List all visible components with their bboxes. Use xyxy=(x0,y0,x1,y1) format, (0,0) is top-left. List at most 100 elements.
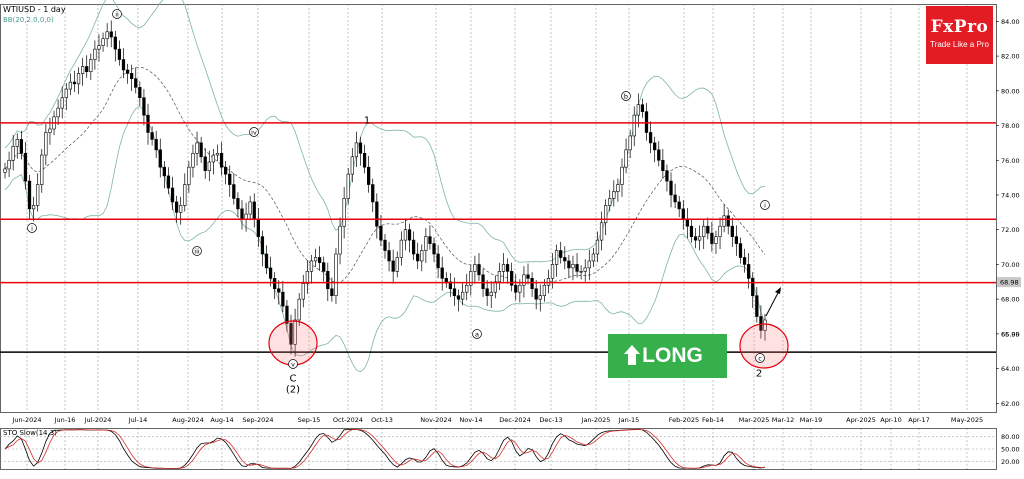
candle xyxy=(313,257,318,262)
x-tick-label: Oct-13 xyxy=(371,416,393,424)
x-tick-label: Dec-13 xyxy=(539,416,562,424)
candle xyxy=(109,31,113,38)
wave-label: ii xyxy=(115,11,119,19)
candle xyxy=(734,236,739,244)
wave-label: C xyxy=(290,374,297,385)
candle xyxy=(27,180,32,210)
candle xyxy=(473,264,477,272)
candle xyxy=(322,262,326,272)
candle xyxy=(579,271,583,273)
projection-arrowhead xyxy=(775,287,781,294)
candle xyxy=(11,146,15,161)
bb-lower-band xyxy=(4,105,766,373)
candle xyxy=(72,81,77,85)
wave-label: (2) xyxy=(286,385,300,396)
candle xyxy=(628,135,632,151)
candle xyxy=(297,298,301,321)
candle xyxy=(616,184,620,192)
candle xyxy=(644,111,649,133)
x-tick-label: Sep-15 xyxy=(298,416,321,424)
candle xyxy=(142,97,146,116)
candle xyxy=(751,278,755,296)
candle xyxy=(444,278,448,283)
candle xyxy=(7,159,11,170)
candle xyxy=(215,153,220,156)
candle xyxy=(301,283,305,300)
candle xyxy=(195,142,199,154)
candle xyxy=(554,250,559,265)
indicator-label: BB(20,2.0,0,0) xyxy=(3,16,54,24)
candles xyxy=(3,20,767,357)
candle xyxy=(350,156,354,175)
y-tick-label: 62.00 xyxy=(1001,400,1020,408)
candle xyxy=(559,250,563,258)
candle xyxy=(309,260,314,272)
candle xyxy=(538,295,542,300)
signal-label: LONG xyxy=(642,344,703,367)
x-tick-label: Feb-2025 xyxy=(669,416,699,424)
last-price-tag xyxy=(997,277,1021,288)
candle xyxy=(89,59,93,73)
x-tick-label: Nov-2024 xyxy=(420,416,451,424)
stochastic-panel: 80.00 50.00 20.00 xyxy=(0,428,1020,470)
x-tick-label: Apr-17 xyxy=(908,416,929,424)
candle xyxy=(416,253,420,262)
candle xyxy=(338,225,342,255)
candle xyxy=(526,274,530,279)
candle xyxy=(456,295,461,300)
candle xyxy=(542,284,546,296)
candle xyxy=(591,253,596,262)
candle xyxy=(612,191,616,199)
candle xyxy=(599,222,604,241)
candle xyxy=(174,201,179,213)
candle xyxy=(260,236,265,255)
candle xyxy=(371,184,375,203)
sto-tick-label: 50.00 xyxy=(1001,446,1020,454)
candle xyxy=(632,114,636,137)
wave-circle xyxy=(27,223,37,233)
candle xyxy=(636,104,640,116)
candle xyxy=(134,78,138,88)
candle xyxy=(330,288,334,296)
candle xyxy=(383,239,387,251)
candle xyxy=(571,264,575,269)
y-tick-label: 84.00 xyxy=(1001,18,1020,26)
long-signal-badge: LONG xyxy=(608,334,727,378)
y-tick-label: 70.00 xyxy=(1001,261,1020,269)
candle xyxy=(689,225,694,237)
candle xyxy=(657,149,661,161)
y-tick-label: 74.00 xyxy=(1001,191,1020,199)
candle xyxy=(277,288,281,293)
candle xyxy=(673,194,677,203)
candle xyxy=(604,205,608,224)
candle xyxy=(36,184,40,206)
candle xyxy=(608,198,612,206)
candle xyxy=(101,38,105,46)
candle xyxy=(514,284,518,293)
price-marker-label: 65.99 xyxy=(1001,331,1020,339)
candle xyxy=(113,36,117,50)
candle xyxy=(411,239,416,255)
candle xyxy=(97,45,101,50)
x-tick-label: Jul-14 xyxy=(128,416,147,424)
candle xyxy=(681,208,685,220)
candle xyxy=(317,257,322,263)
wave-circle xyxy=(192,246,202,256)
candle xyxy=(105,31,109,40)
x-tick-label: Apr-2025 xyxy=(846,416,876,424)
candle xyxy=(64,88,68,99)
candle xyxy=(391,260,395,272)
candle xyxy=(697,236,702,241)
y-tick-label: 64.00 xyxy=(1001,365,1020,373)
candle xyxy=(640,104,645,112)
x-tick-label: Jun-2024 xyxy=(11,416,41,424)
candle xyxy=(550,264,555,279)
candle xyxy=(436,253,440,269)
candle xyxy=(93,48,97,60)
sto-label: STO Slow(14,3) xyxy=(3,429,57,437)
candle xyxy=(56,107,60,118)
wave-label: a xyxy=(475,331,479,339)
wave-label: c xyxy=(758,355,762,363)
